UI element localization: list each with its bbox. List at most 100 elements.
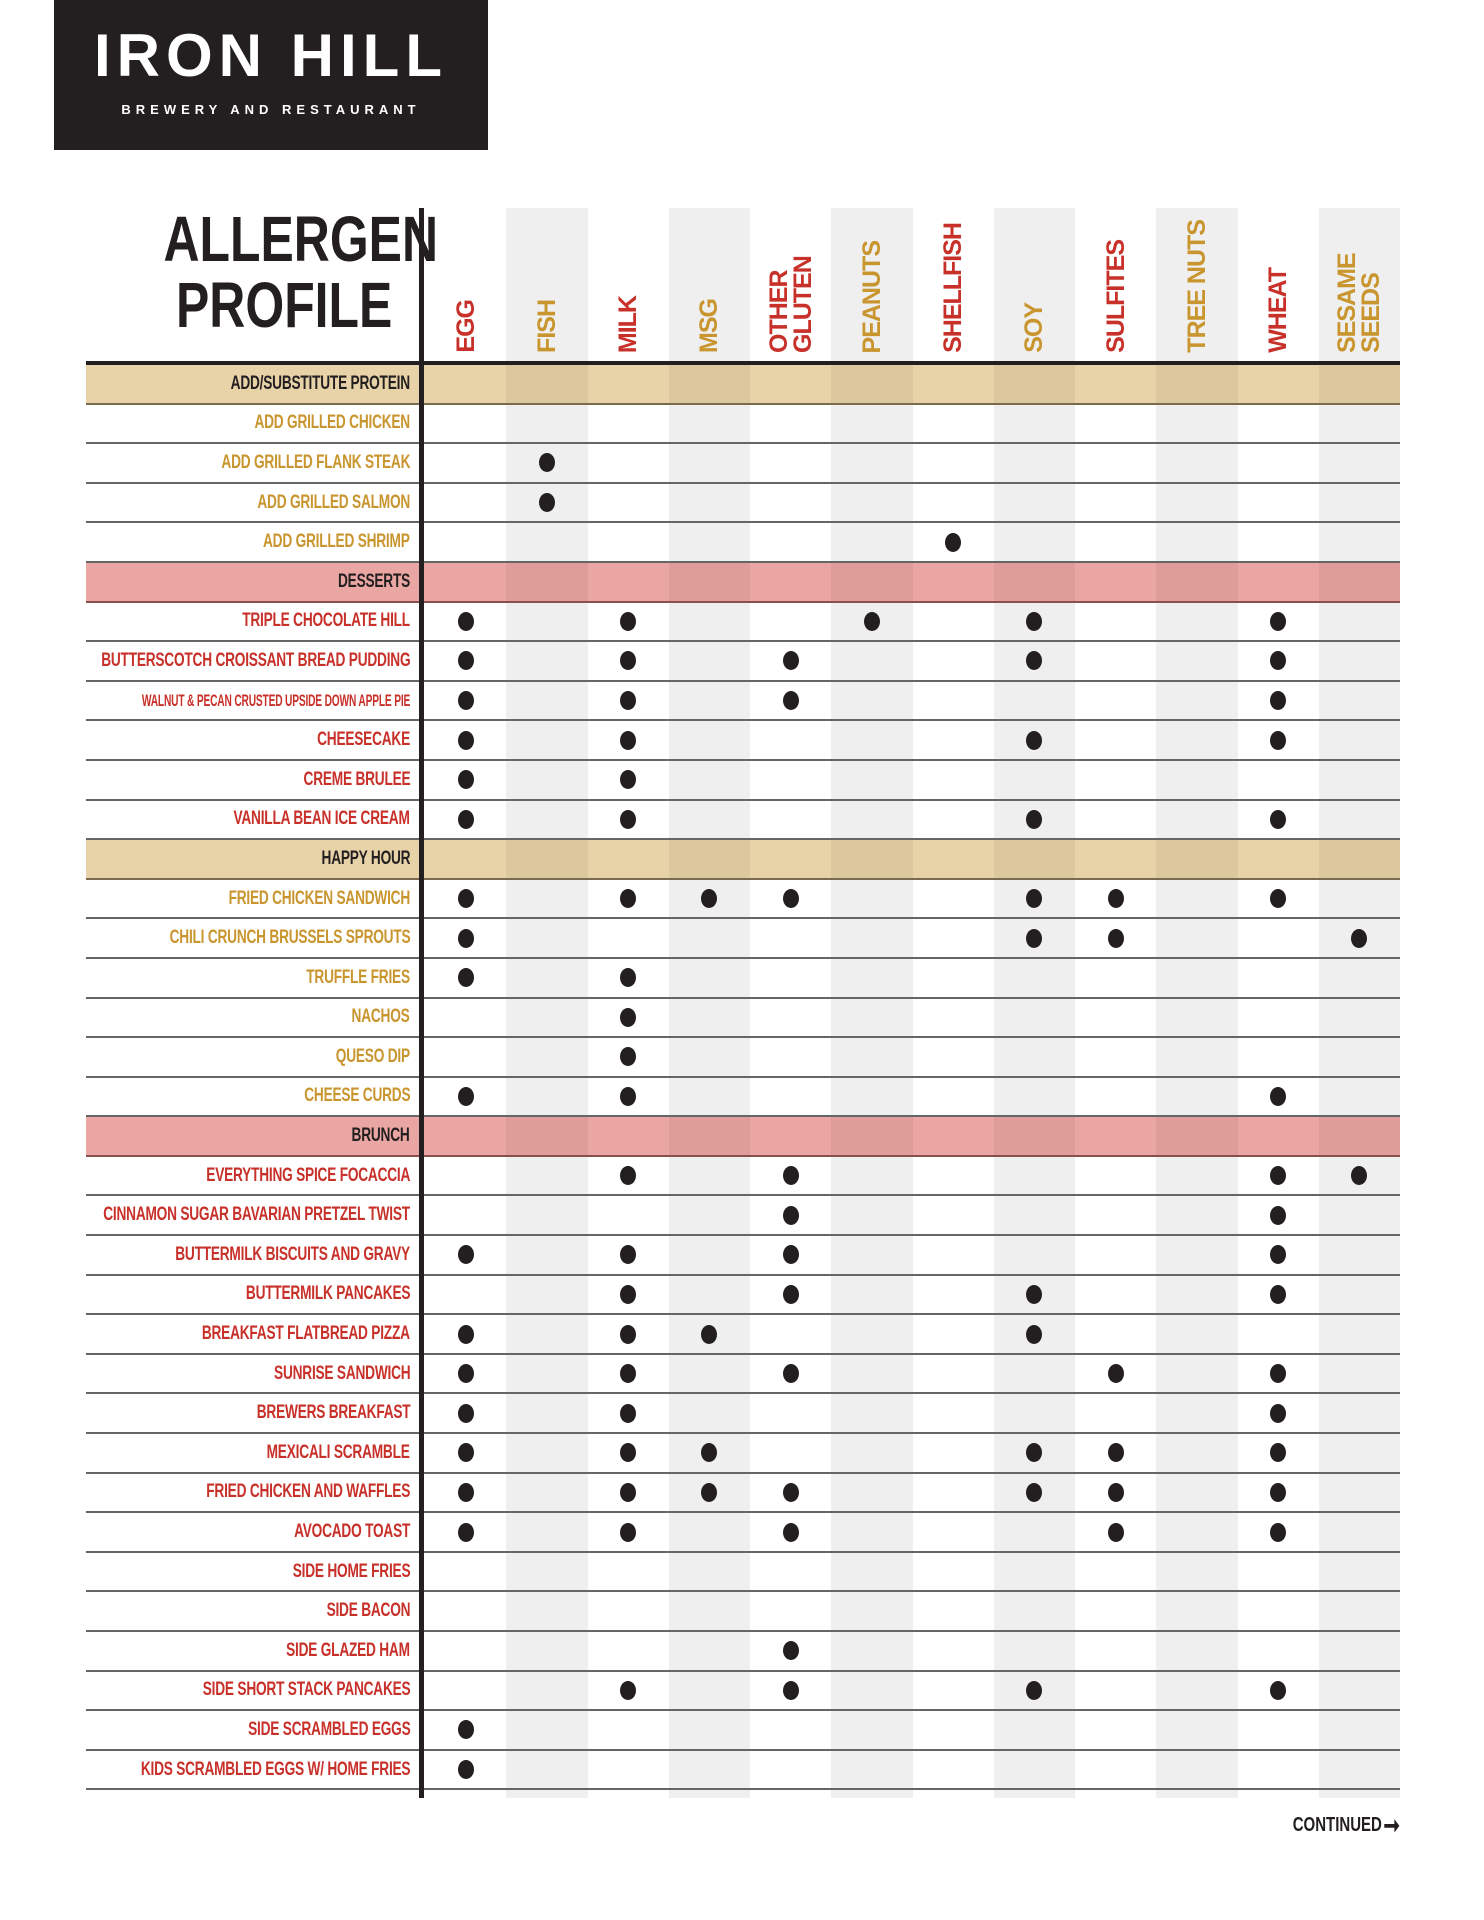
- allergen-dot: [620, 611, 637, 631]
- column-shade: [668, 562, 750, 601]
- column-shade: [1156, 208, 1238, 1798]
- menu-item-text: ADD GRILLED SHRIMP: [263, 531, 410, 553]
- allergen-dot: [538, 493, 555, 513]
- menu-item-name: NACHOS: [86, 999, 410, 1037]
- table-row: ADD GRILLED FLANK STEAK: [86, 444, 1400, 484]
- menu-item-text: TRIPLE CHOCOLATE HILL: [242, 610, 410, 632]
- allergen-dot: [457, 1324, 474, 1344]
- menu-item-name: EVERYTHING SPICE FOCACCIA: [86, 1157, 410, 1195]
- table-row: ADD GRILLED SHRIMP: [86, 523, 1400, 563]
- allergen-dot: [457, 1245, 474, 1265]
- allergen-dot: [782, 651, 799, 671]
- allergen-dot: [457, 1482, 474, 1502]
- allergen-dot: [1351, 928, 1368, 948]
- column-shade: [506, 365, 588, 403]
- allergen-dot: [782, 1245, 799, 1265]
- allergen-dot: [620, 1086, 637, 1106]
- column-shade: [1156, 840, 1238, 878]
- allergen-dot: [1026, 889, 1043, 909]
- table-row: MEXICALI SCRAMBLE: [86, 1434, 1400, 1474]
- allergen-dot: [701, 1443, 718, 1463]
- allergen-dot: [782, 1641, 799, 1661]
- section-header: DESSERTS: [86, 562, 1400, 603]
- menu-item-text: BREWERS BREAKFAST: [256, 1402, 410, 1424]
- menu-item-name: FRIED CHICKEN AND WAFFLES: [86, 1474, 410, 1512]
- allergen-dot: [1270, 730, 1287, 750]
- allergen-dot: [620, 1443, 637, 1463]
- section-title-text: HAPPY HOUR: [321, 847, 410, 869]
- allergen-dot: [1270, 1403, 1287, 1423]
- allergen-dot: [863, 611, 880, 631]
- menu-item-name: SIDE GLAZED HAM: [86, 1632, 410, 1670]
- table-row: BUTTERMILK PANCAKES: [86, 1276, 1400, 1316]
- allergen-dot: [620, 1166, 637, 1186]
- column-shade: [1156, 1117, 1238, 1155]
- menu-item-name: CHEESECAKE: [86, 721, 410, 759]
- allergen-dot: [1270, 1680, 1287, 1700]
- allergen-dot: [782, 1482, 799, 1502]
- column-shade: [993, 365, 1075, 403]
- column-shade: [831, 1117, 913, 1155]
- allergen-dot: [620, 1245, 637, 1265]
- menu-item-text: CHILI CRUNCH BRUSSELS SPROUTS: [169, 927, 410, 949]
- allergen-dot: [457, 1522, 474, 1542]
- menu-item-name: SIDE HOME FRIES: [86, 1553, 410, 1591]
- column-header-tree-nuts: TREE NUTS: [1156, 208, 1237, 361]
- menu-item-name: VANILLA BEAN ICE CREAM: [86, 801, 410, 839]
- allergen-dot: [620, 1522, 637, 1542]
- allergen-dot: [782, 889, 799, 909]
- title-line-2: PROFILE: [175, 269, 392, 341]
- table-row: CHILI CRUNCH BRUSSELS SPROUTS: [86, 919, 1400, 959]
- column-header-wheat: WHEAT: [1238, 208, 1319, 361]
- column-header-shellfish: SHELLFISH: [913, 208, 994, 361]
- allergen-dot: [1270, 651, 1287, 671]
- allergen-dot: [701, 1324, 718, 1344]
- allergen-dot: [1026, 1324, 1043, 1344]
- allergen-dot: [1026, 651, 1043, 671]
- table-row: QUESO DIP: [86, 1038, 1400, 1078]
- menu-item-text: KIDS SCRAMBLED EGGS W/ HOME FRIES: [140, 1758, 410, 1780]
- menu-item-text: CHEESE CURDS: [303, 1085, 410, 1107]
- allergen-dot: [457, 611, 474, 631]
- allergen-dot: [620, 968, 637, 988]
- menu-item-text: BUTTERMILK PANCAKES: [245, 1283, 411, 1305]
- section-header: BRUNCH: [86, 1117, 1400, 1157]
- menu-item-text: SUNRISE SANDWICH: [273, 1362, 411, 1384]
- section-title-text: DESSERTS: [337, 570, 410, 592]
- menu-item-name: FRIED CHICKEN SANDWICH: [86, 880, 411, 918]
- menu-item-name: QUESO DIP: [86, 1038, 410, 1076]
- allergen-dot: [1270, 1482, 1287, 1502]
- allergen-dot: [1026, 611, 1043, 631]
- allergen-dot: [782, 1680, 799, 1700]
- allergen-dot: [457, 1086, 474, 1106]
- allergen-dot: [457, 730, 474, 750]
- allergen-dot: [457, 691, 474, 711]
- allergen-dot: [1107, 1482, 1124, 1502]
- menu-item-name: BUTTERMILK BISCUITS AND GRAVY: [86, 1236, 410, 1274]
- table-row: ADD GRILLED CHICKEN: [86, 405, 1400, 445]
- allergen-dot: [457, 1720, 474, 1740]
- menu-item-text: SIDE SHORT STACK PANCAKES: [202, 1679, 410, 1701]
- allergen-dot: [538, 453, 555, 473]
- column-shade: [1318, 562, 1400, 601]
- section-title: ADD/SUBSTITUTE PROTEIN: [86, 365, 410, 403]
- column-header-label: WHEAT: [1264, 268, 1293, 353]
- column-shade: [668, 1117, 750, 1155]
- column-shade: [506, 840, 588, 878]
- table-row: EVERYTHING SPICE FOCACCIA: [86, 1157, 1400, 1197]
- menu-item-text: FRIED CHICKEN SANDWICH: [228, 887, 411, 909]
- allergen-dot: [457, 1760, 474, 1780]
- menu-item-text: ADD GRILLED FLANK STEAK: [221, 451, 410, 473]
- allergen-dot: [1107, 1364, 1124, 1384]
- allergen-dot: [1026, 1443, 1043, 1463]
- menu-item-name: AVOCADO TOAST: [86, 1513, 410, 1551]
- table-row: SIDE SCRAMBLED EGGS: [86, 1711, 1400, 1751]
- menu-item-text: CINNAMON SUGAR BAVARIAN PRETZEL TWIST: [103, 1204, 410, 1226]
- column-header-label: SULFITES: [1101, 240, 1130, 353]
- menu-item-name: KIDS SCRAMBLED EGGS W/ HOME FRIES: [86, 1751, 410, 1789]
- allergen-dot: [1026, 928, 1043, 948]
- table-row: VANILLA BEAN ICE CREAM: [86, 801, 1400, 841]
- menu-item-name: CHILI CRUNCH BRUSSELS SPROUTS: [86, 919, 410, 957]
- table-row: CHEESECAKE: [86, 721, 1400, 761]
- column-shade: [993, 208, 1075, 1798]
